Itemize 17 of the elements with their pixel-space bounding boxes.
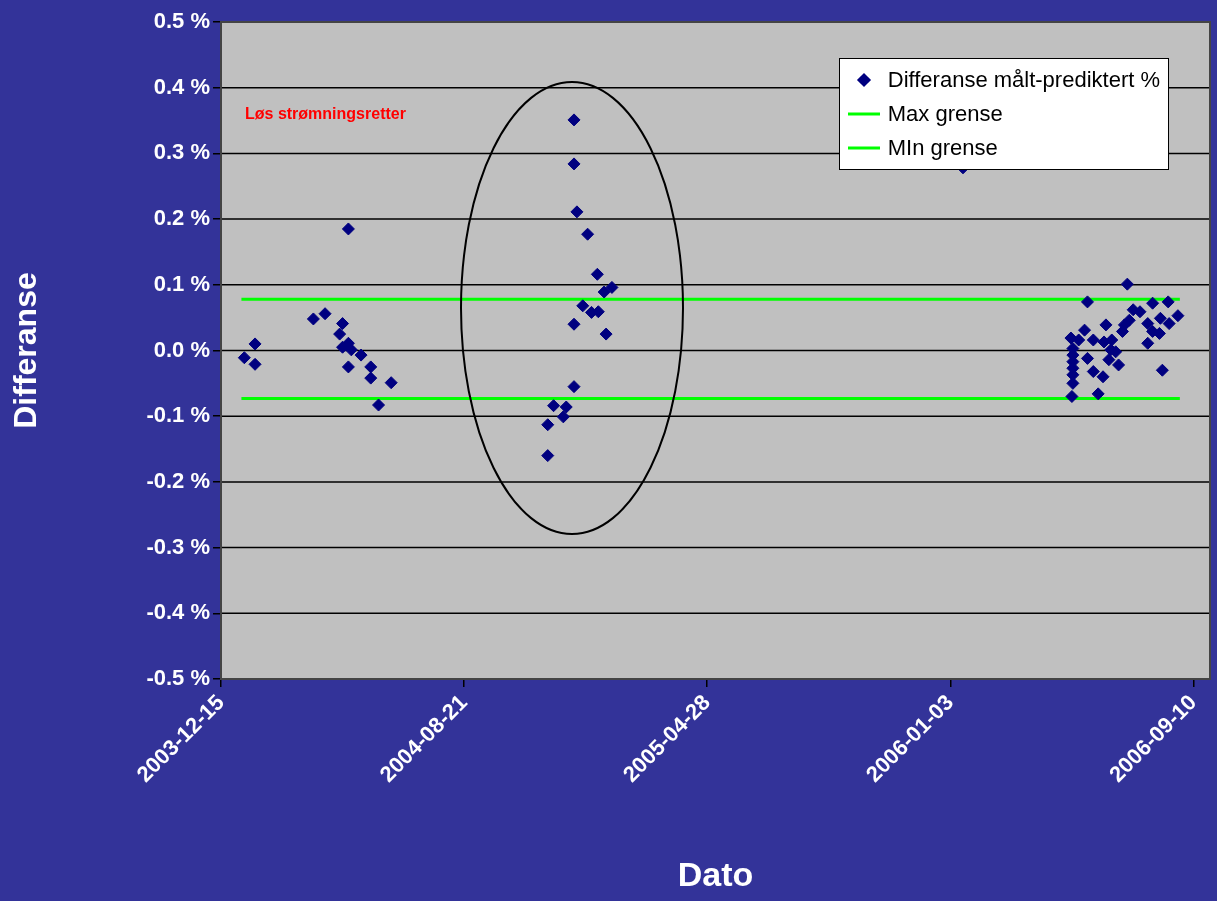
x-axis-title: Dato xyxy=(677,854,754,893)
y-tick-label: 0.4 % xyxy=(153,73,210,99)
y-tick-label: -0.3 % xyxy=(146,533,210,559)
y-axis-title: Differanse xyxy=(7,272,44,429)
y-tick-label: 0.5 % xyxy=(153,8,210,34)
y-tick-label: -0.1 % xyxy=(146,402,210,428)
y-tick-label: -0.2 % xyxy=(146,467,210,493)
legend-label: Differanse målt-prediktert % xyxy=(887,66,1160,94)
y-tick-label: -0.4 % xyxy=(146,599,210,625)
y-tick-label: 0.0 % xyxy=(153,336,210,362)
y-tick-label: 0.2 % xyxy=(153,205,210,231)
annotation: Løs strømningsretter xyxy=(245,105,406,123)
y-tick-label: -0.5 % xyxy=(146,665,210,691)
y-tick-label: 0.1 % xyxy=(153,270,210,296)
legend-label: Max grense xyxy=(887,100,1003,128)
legend-label: MIn grense xyxy=(887,134,998,162)
y-tick-label: 0.3 % xyxy=(153,139,210,165)
